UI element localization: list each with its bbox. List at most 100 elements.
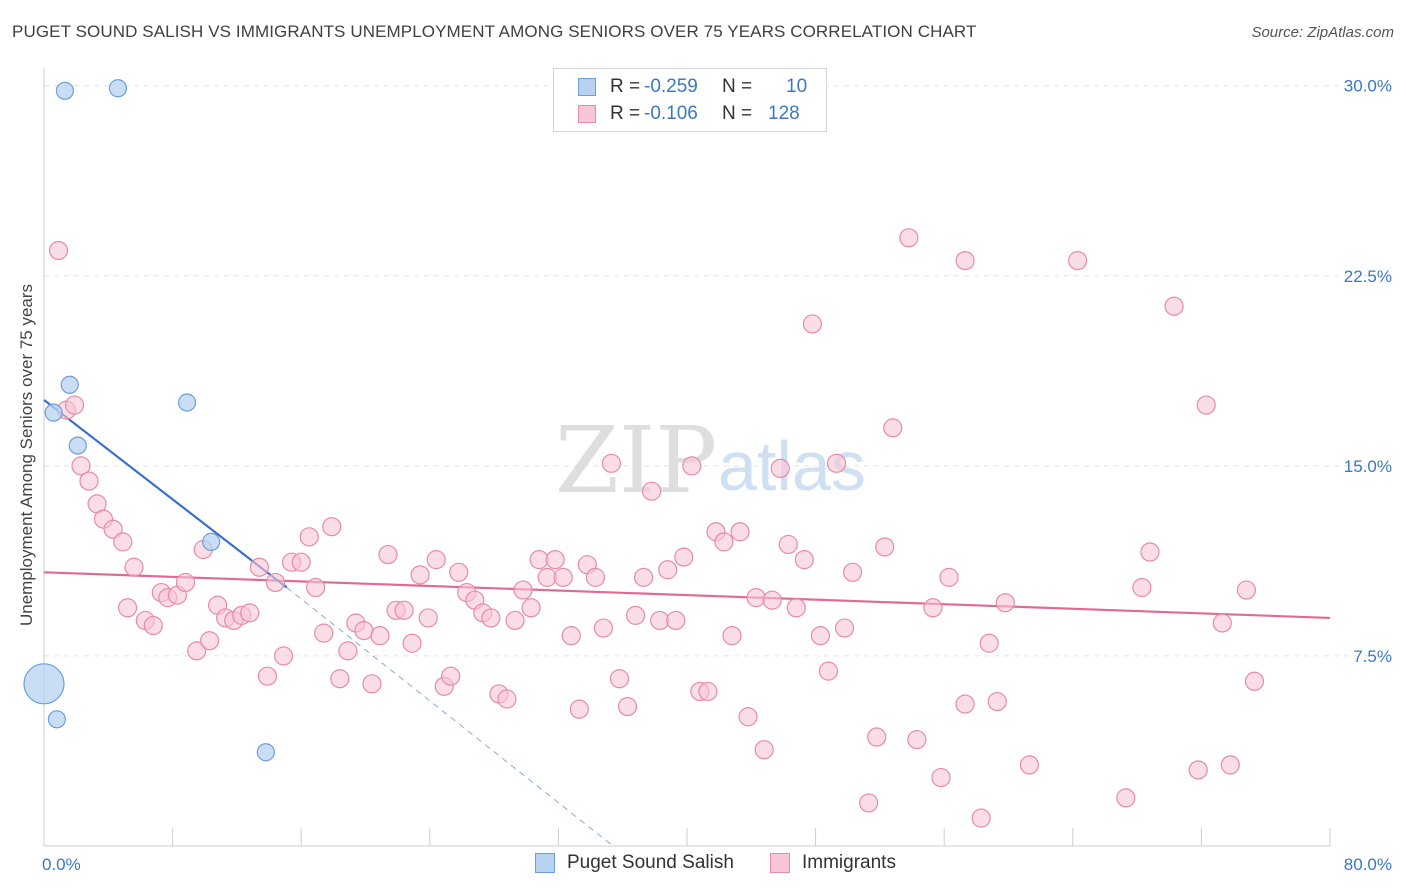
immigrants-point <box>650 610 670 631</box>
bottom-legend-label-immigrants: Immigrants <box>802 852 896 873</box>
bottom-legend-swatch-immigrants <box>770 853 790 873</box>
immigrants-point <box>553 567 573 587</box>
immigrants-point <box>810 626 831 646</box>
immigrants-point <box>199 631 220 651</box>
y-tick-label: 7.5% <box>1353 647 1392 666</box>
salish-point <box>177 393 197 412</box>
immigrants-point <box>770 458 790 479</box>
immigrants-point <box>1140 542 1160 562</box>
immigrants-point <box>642 481 662 501</box>
immigrants-point <box>585 567 605 587</box>
immigrants-point <box>249 557 270 577</box>
immigrants-point <box>842 562 863 582</box>
legend-r-value: -0.259 <box>644 76 698 97</box>
immigrants-point <box>738 707 758 727</box>
salish-point <box>256 743 275 762</box>
immigrants-point <box>187 641 207 661</box>
immigrants-point <box>698 681 718 702</box>
immigrants-point <box>995 593 1015 613</box>
immigrants-point <box>64 395 85 415</box>
immigrants-point <box>609 669 630 689</box>
immigrants-point <box>939 567 959 587</box>
immigrants-point <box>899 228 919 248</box>
immigrants-points <box>48 228 1265 828</box>
immigrants-point <box>907 729 927 750</box>
salish-point <box>108 79 128 98</box>
immigrants-point <box>314 623 334 643</box>
immigrants-point <box>497 689 517 709</box>
bottom-legend-swatch-salish <box>535 853 555 873</box>
immigrants-point <box>666 610 686 631</box>
immigrants-point <box>378 544 398 565</box>
immigrants-point <box>306 577 326 598</box>
bottom-legend-immigrants: Immigrants <box>770 852 896 874</box>
immigrants-point <box>931 767 951 788</box>
immigrants-point <box>529 550 549 570</box>
immigrants-point <box>714 532 734 552</box>
x-tick-labels: 0.0% 80.0% <box>42 855 1392 874</box>
immigrants-point <box>762 590 782 610</box>
legend-n-value: 10 <box>786 76 808 97</box>
immigrants-point <box>1116 788 1136 808</box>
immigrants-point <box>175 572 196 593</box>
y-axis-label: Unemployment Among Seniors over 75 years <box>17 284 36 626</box>
immigrants-point <box>658 560 678 580</box>
immigrants-point <box>426 550 446 570</box>
immigrants-point <box>113 532 133 552</box>
immigrants-point <box>394 600 414 620</box>
immigrants-point <box>778 534 798 555</box>
immigrants-point <box>923 598 943 618</box>
immigrants-point <box>513 580 533 600</box>
x-tick-label: 80.0% <box>1344 855 1392 874</box>
immigrants-point <box>545 550 565 570</box>
immigrants-point <box>1019 755 1039 775</box>
y-tick-label: 15.0% <box>1344 457 1392 476</box>
trend-lines <box>43 399 1331 847</box>
immigrants-point <box>143 615 163 636</box>
immigrants-point <box>722 626 742 646</box>
immigrants-point <box>354 620 374 641</box>
immigrants-point <box>370 626 390 646</box>
chart-title: PUGET SOUND SALISH VS IMMIGRANTS UNEMPLO… <box>12 22 977 41</box>
salish-point <box>60 375 79 394</box>
immigrants-point <box>362 674 382 694</box>
salish-point <box>55 81 74 100</box>
immigrants-point <box>441 666 461 686</box>
immigrants-point <box>418 608 438 628</box>
immigrants-point <box>299 527 319 547</box>
axes <box>43 68 1331 847</box>
immigrants-point <box>117 598 138 618</box>
source-label: Source: ZipAtlas.com <box>1251 24 1394 41</box>
immigrants-point <box>505 610 525 631</box>
immigrants-point <box>103 519 123 539</box>
salish-point <box>23 663 65 705</box>
salish-points <box>23 79 275 762</box>
immigrants-point <box>682 456 702 476</box>
immigrants-point <box>291 552 311 572</box>
immigrants-point <box>1164 296 1184 316</box>
immigrants-point <box>257 666 278 686</box>
immigrants-point <box>537 567 557 587</box>
immigrants-point <box>330 669 350 689</box>
immigrants-point <box>955 250 975 271</box>
immigrants-point <box>124 557 144 577</box>
immigrants-point <box>971 808 991 828</box>
legend-r-label: R = <box>610 103 641 124</box>
salish-trend-extension <box>286 587 614 847</box>
immigrants-point <box>802 314 822 334</box>
immigrants-point <box>617 697 638 717</box>
immigrants-point <box>1236 580 1257 600</box>
immigrants-point <box>561 626 581 646</box>
legend-swatch-immigrants <box>578 105 596 123</box>
immigrants-trend-line <box>43 571 1331 620</box>
immigrants-point <box>402 633 422 653</box>
immigrants-point <box>979 633 999 653</box>
immigrants-point <box>1132 577 1152 598</box>
immigrants-point <box>818 661 839 681</box>
immigrants-point <box>794 550 814 570</box>
immigrants-point <box>730 522 750 542</box>
immigrants-point <box>240 603 260 623</box>
immigrants-point <box>826 453 847 473</box>
y-tick-label: 30.0% <box>1344 77 1392 96</box>
